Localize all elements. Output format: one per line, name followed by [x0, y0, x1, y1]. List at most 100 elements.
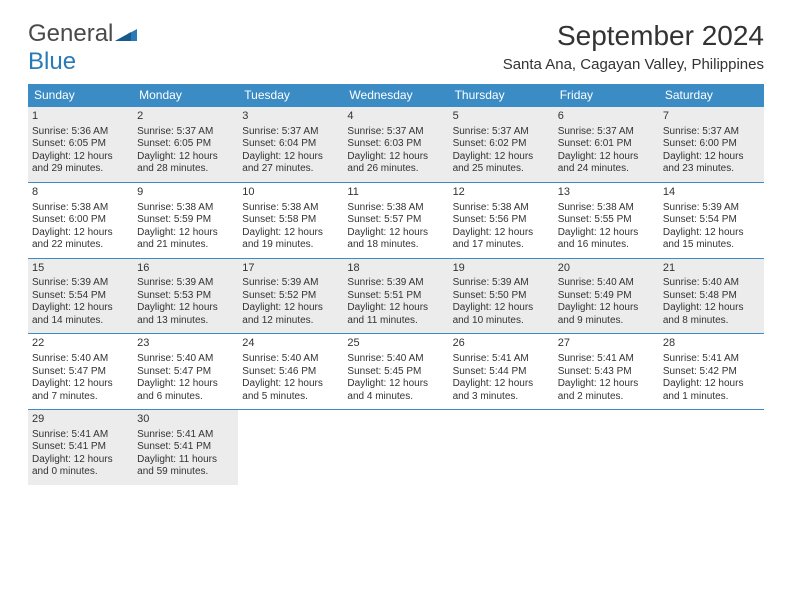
day-cell: 28Sunrise: 5:41 AMSunset: 5:42 PMDayligh… — [659, 334, 764, 410]
sunrise-text: Sunrise: 5:41 AM — [663, 353, 760, 366]
day-cell — [343, 410, 448, 485]
day-number: 9 — [137, 186, 234, 200]
day-number: 8 — [32, 186, 129, 200]
sunrise-text: Sunrise: 5:40 AM — [137, 353, 234, 366]
day-number: 2 — [137, 110, 234, 124]
day-header: Saturday — [659, 84, 764, 107]
sunset-text: Sunset: 6:01 PM — [558, 138, 655, 151]
sunrise-text: Sunrise: 5:40 AM — [663, 277, 760, 290]
day-cell: 23Sunrise: 5:40 AMSunset: 5:47 PMDayligh… — [133, 334, 238, 410]
sunset-text: Sunset: 5:53 PM — [137, 290, 234, 303]
day-number: 13 — [558, 186, 655, 200]
sunset-text: Sunset: 6:00 PM — [663, 138, 760, 151]
day-cell: 25Sunrise: 5:40 AMSunset: 5:45 PMDayligh… — [343, 334, 448, 410]
day-number: 30 — [137, 413, 234, 427]
day-number: 17 — [242, 262, 339, 276]
daylight-text: Daylight: 12 hours and 3 minutes. — [453, 378, 550, 403]
sunset-text: Sunset: 5:57 PM — [347, 214, 444, 227]
day-cell: 24Sunrise: 5:40 AMSunset: 5:46 PMDayligh… — [238, 334, 343, 410]
day-cell — [554, 410, 659, 485]
daylight-text: Daylight: 12 hours and 8 minutes. — [663, 302, 760, 327]
sunset-text: Sunset: 5:54 PM — [32, 290, 129, 303]
sunset-text: Sunset: 5:48 PM — [663, 290, 760, 303]
logo: GeneralBlue — [28, 20, 137, 76]
sunset-text: Sunset: 5:47 PM — [137, 366, 234, 379]
day-cell: 15Sunrise: 5:39 AMSunset: 5:54 PMDayligh… — [28, 258, 133, 334]
day-number: 28 — [663, 337, 760, 351]
sunset-text: Sunset: 5:49 PM — [558, 290, 655, 303]
day-cell: 13 Sunrise: 5:38 AMSunset: 5:55 PMDayligh… — [554, 182, 659, 258]
sunset-text: Sunset: 5:58 PM — [242, 214, 339, 227]
sunrise-text: Sunrise: 5:40 AM — [347, 353, 444, 366]
day-number: 14 — [663, 186, 760, 200]
daylight-text: Daylight: 12 hours and 14 minutes. — [32, 302, 129, 327]
daylight-text: Daylight: 12 hours and 27 minutes. — [242, 151, 339, 176]
sunset-text: Sunset: 5:59 PM — [137, 214, 234, 227]
sunrise-text: Sunrise: 5:41 AM — [137, 429, 234, 442]
daylight-text: Daylight: 12 hours and 11 minutes. — [347, 302, 444, 327]
sunset-text: Sunset: 5:55 PM — [558, 214, 655, 227]
logo-text-blue: Blue — [28, 48, 76, 75]
day-cell: 1Sunrise: 5:36 AMSunset: 6:05 PMDaylight… — [28, 107, 133, 183]
sunrise-text: Sunrise: 5:38 AM — [242, 202, 339, 215]
day-cell: 8Sunrise: 5:38 AMSunset: 6:00 PMDaylight… — [28, 182, 133, 258]
logo-triangle-icon — [115, 25, 137, 41]
daylight-text: Daylight: 12 hours and 21 minutes. — [137, 227, 234, 252]
daylight-text: Daylight: 12 hours and 26 minutes. — [347, 151, 444, 176]
daylight-text: Daylight: 12 hours and 25 minutes. — [453, 151, 550, 176]
day-number: 10 — [242, 186, 339, 200]
day-number: 5 — [453, 110, 550, 124]
day-cell: 20Sunrise: 5:40 AMSunset: 5:49 PMDayligh… — [554, 258, 659, 334]
sunrise-text: Sunrise: 5:40 AM — [558, 277, 655, 290]
sunset-text: Sunset: 5:43 PM — [558, 366, 655, 379]
day-cell: 16Sunrise: 5:39 AMSunset: 5:53 PMDayligh… — [133, 258, 238, 334]
day-number: 27 — [558, 337, 655, 351]
sunrise-text: Sunrise: 5:37 AM — [453, 126, 550, 139]
sunset-text: Sunset: 5:56 PM — [453, 214, 550, 227]
daylight-text: Daylight: 12 hours and 16 minutes. — [558, 227, 655, 252]
daylight-text: Daylight: 12 hours and 12 minutes. — [242, 302, 339, 327]
day-cell — [238, 410, 343, 485]
day-cell: 27Sunrise: 5:41 AMSunset: 5:43 PMDayligh… — [554, 334, 659, 410]
daylight-text: Daylight: 12 hours and 19 minutes. — [242, 227, 339, 252]
day-number: 4 — [347, 110, 444, 124]
day-number: 19 — [453, 262, 550, 276]
day-number: 26 — [453, 337, 550, 351]
daylight-text: Daylight: 12 hours and 24 minutes. — [558, 151, 655, 176]
day-number: 25 — [347, 337, 444, 351]
day-cell: 14Sunrise: 5:39 AMSunset: 5:54 PMDayligh… — [659, 182, 764, 258]
daylight-text: Daylight: 12 hours and 29 minutes. — [32, 151, 129, 176]
sunrise-text: Sunrise: 5:38 AM — [558, 202, 655, 215]
daylight-text: Daylight: 12 hours and 6 minutes. — [137, 378, 234, 403]
day-header: Sunday — [28, 84, 133, 107]
sunset-text: Sunset: 6:00 PM — [32, 214, 129, 227]
sunrise-text: Sunrise: 5:41 AM — [453, 353, 550, 366]
day-cell: 29Sunrise: 5:41 AMSunset: 5:41 PMDayligh… — [28, 410, 133, 485]
daylight-text: Daylight: 12 hours and 1 minutes. — [663, 378, 760, 403]
daylight-text: Daylight: 12 hours and 5 minutes. — [242, 378, 339, 403]
day-number: 22 — [32, 337, 129, 351]
sunset-text: Sunset: 5:50 PM — [453, 290, 550, 303]
daylight-text: Daylight: 12 hours and 28 minutes. — [137, 151, 234, 176]
sunrise-text: Sunrise: 5:38 AM — [137, 202, 234, 215]
day-number: 11 — [347, 186, 444, 200]
day-cell: 30Sunrise: 5:41 AMSunset: 5:41 PMDayligh… — [133, 410, 238, 485]
day-cell: 26Sunrise: 5:41 AMSunset: 5:44 PMDayligh… — [449, 334, 554, 410]
day-cell: 22Sunrise: 5:40 AMSunset: 5:47 PMDayligh… — [28, 334, 133, 410]
week-row: 15Sunrise: 5:39 AMSunset: 5:54 PMDayligh… — [28, 258, 764, 334]
daylight-text: Daylight: 12 hours and 7 minutes. — [32, 378, 129, 403]
page-subtitle: Santa Ana, Cagayan Valley, Philippines — [503, 56, 764, 73]
day-number: 15 — [32, 262, 129, 276]
daylight-text: Daylight: 12 hours and 23 minutes. — [663, 151, 760, 176]
day-cell: 21Sunrise: 5:40 AMSunset: 5:48 PMDayligh… — [659, 258, 764, 334]
daylight-text: Daylight: 12 hours and 2 minutes. — [558, 378, 655, 403]
logo-text-general: General — [28, 20, 113, 47]
day-number: 1 — [32, 110, 129, 124]
title-block: September 2024 Santa Ana, Cagayan Valley… — [503, 20, 764, 73]
week-row: 1Sunrise: 5:36 AMSunset: 6:05 PMDaylight… — [28, 107, 764, 183]
daylight-text: Daylight: 12 hours and 22 minutes. — [32, 227, 129, 252]
sunset-text: Sunset: 5:41 PM — [137, 441, 234, 454]
daylight-text: Daylight: 12 hours and 9 minutes. — [558, 302, 655, 327]
calendar-table: Sunday Monday Tuesday Wednesday Thursday… — [28, 84, 764, 485]
daylight-text: Daylight: 12 hours and 4 minutes. — [347, 378, 444, 403]
